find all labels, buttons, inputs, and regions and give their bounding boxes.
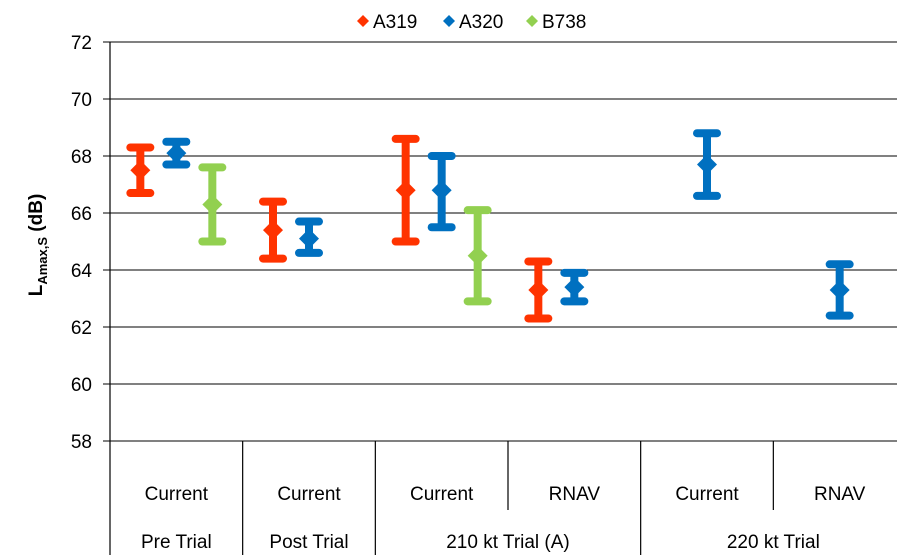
mean-marker-B738-0	[202, 194, 223, 215]
gridlines	[103, 41, 897, 442]
mean-marker-A320-4	[697, 154, 717, 175]
mean-marker-A320-1	[299, 228, 319, 249]
y-tick-label-72: 72	[71, 33, 92, 54]
mean-marker-A319-3	[528, 279, 549, 300]
range-A319-1	[259, 197, 287, 263]
mean-marker-A319-2	[395, 180, 416, 201]
y-axis-label-main: L	[26, 284, 47, 296]
x-category-label-4: Current	[675, 484, 739, 505]
legend-label-A319: A319	[373, 12, 417, 33]
y-tick-label-70: 70	[71, 90, 92, 111]
x-group-label-0: Pre Trial	[141, 532, 212, 553]
y-axis-label-unit: (dB)	[26, 194, 47, 237]
mean-marker-A319-1	[263, 220, 283, 241]
range-A320-1	[295, 217, 323, 257]
legend-label-A320: A320	[459, 12, 503, 33]
mean-marker-A320-3	[564, 277, 585, 298]
legend-marker-B738	[526, 15, 538, 27]
range-A320-2	[427, 152, 456, 232]
range-A319-3	[524, 257, 553, 323]
mean-marker-A319-0	[130, 160, 151, 181]
x-axis: Current Current Current RNAV Current RNAV Pre …	[109, 42, 866, 555]
y-tick-label-68: 68	[71, 147, 92, 168]
y-axis-label-subscript: Amax,S	[35, 237, 50, 285]
legend-marker-A320	[443, 15, 455, 27]
x-category-label-3: RNAV	[549, 484, 601, 505]
mean-marker-A320-5	[829, 279, 850, 300]
range-B738-2	[463, 206, 492, 306]
y-tick-label-62: 62	[71, 318, 92, 339]
y-axis-label: LAmax,S (dB)	[26, 194, 50, 297]
y-tick-label-66: 66	[71, 204, 92, 225]
y-axis-ticks: 58 60 62 64 66 68 70 72	[71, 33, 93, 453]
x-group-label-2: 210 kt Trial (A)	[446, 532, 570, 553]
x-category-label-1: Current	[277, 484, 341, 505]
range-B738-0	[198, 163, 227, 246]
x-category-label-5: RNAV	[814, 484, 866, 505]
range-A320-3	[560, 268, 589, 306]
range-A319-0	[126, 143, 155, 198]
data-marks	[126, 129, 854, 323]
mean-marker-B738-2	[467, 245, 488, 266]
x-group-label-1: Post Trial	[269, 532, 348, 553]
mean-marker-A320-2	[431, 180, 452, 201]
legend-marker-A319	[357, 15, 369, 27]
legend: A319 A320 B738	[357, 12, 586, 33]
y-tick-label-60: 60	[71, 375, 92, 396]
x-category-label-2: Current	[410, 484, 474, 505]
range-A320-5	[825, 260, 854, 320]
y-tick-label-58: 58	[71, 432, 92, 453]
x-category-label-0: Current	[145, 484, 209, 505]
y-tick-label-64: 64	[71, 261, 93, 282]
range-A320-0	[162, 137, 191, 169]
mean-marker-A320-0	[166, 143, 187, 164]
range-A320-4	[693, 129, 721, 200]
legend-label-B738: B738	[542, 12, 586, 33]
range-A319-2	[391, 134, 420, 246]
x-group-label-3: 220 kt Trial	[727, 532, 820, 553]
